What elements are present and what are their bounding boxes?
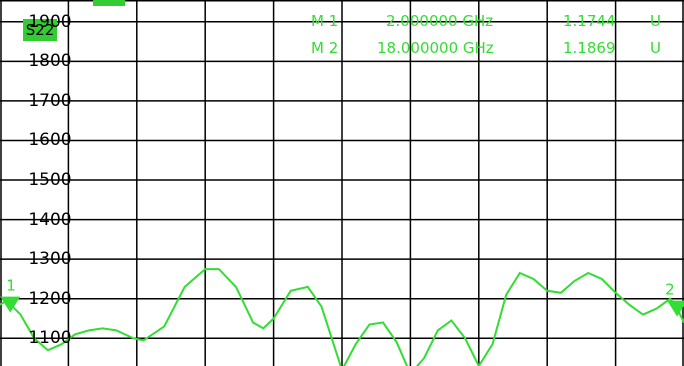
y-tick-label: 1200 [28, 288, 72, 309]
marker-2-unit: U [650, 39, 661, 57]
y-tick-label: 1700 [28, 90, 72, 111]
marker-1-frequency: 2.000000 GHz [386, 12, 494, 30]
trace-label[interactable]: S22 [23, 19, 57, 41]
y-tick-label: 1900 [28, 11, 72, 32]
marker-2-frequency: 18.000000 GHz [377, 39, 494, 57]
marker-1-unit: U [650, 12, 661, 30]
trace-s22-line [0, 268, 684, 366]
y-tick-label: 1400 [28, 209, 72, 230]
y-tick-label: 1300 [28, 249, 72, 270]
marker-1-flag-triangle [0, 296, 21, 313]
marker-2-id: M 2 [311, 39, 339, 57]
y-tick-label: 1500 [28, 170, 72, 191]
marker-1-id: M 1 [311, 12, 339, 30]
marker-2-flag-triangle [667, 300, 684, 317]
y-tick-label: 1800 [28, 51, 72, 72]
y-tick-label: 1100 [28, 328, 72, 349]
trace-tab [93, 0, 125, 6]
y-tick-label: 1600 [28, 130, 72, 151]
marker-2-flag-label: 2 [665, 281, 675, 299]
marker-1-value: 1.1744 [563, 12, 616, 30]
marker-2-value: 1.1869 [563, 39, 616, 57]
marker-1-flag-label: 1 [6, 277, 16, 295]
